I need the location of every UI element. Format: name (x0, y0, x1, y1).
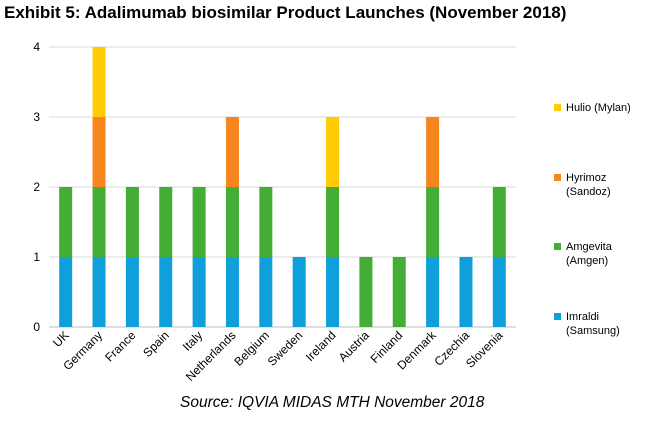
x-tick-label: Ireland (303, 328, 339, 364)
bar-segment (192, 257, 206, 327)
legend-label: Amgevita (566, 241, 613, 253)
bar-segment (459, 257, 473, 327)
legend-label: (Amgen) (566, 255, 608, 267)
bar-segment (225, 257, 239, 327)
bar-segment (259, 257, 273, 327)
bar-segment (125, 187, 139, 257)
bar-segment (192, 187, 206, 257)
legend-label: Imraldi (566, 311, 599, 323)
bar-segment (59, 187, 73, 257)
bar-segment (59, 257, 73, 327)
x-tick-label: Italy (180, 328, 205, 353)
x-tick-label: UK (50, 328, 72, 350)
x-tick-label: Spain (140, 328, 172, 360)
bar-segment (225, 187, 239, 257)
y-axis-ticks: 0 1 2 3 4 (33, 40, 40, 334)
bar-segment (426, 257, 440, 327)
bar-segment (225, 117, 239, 187)
legend-label: (Samsung) (566, 325, 620, 337)
x-tick-label: Slovenia (463, 328, 506, 371)
bar-segment (292, 257, 306, 327)
bar-segment (259, 187, 273, 257)
bar-segment (92, 187, 106, 257)
legend-swatch (554, 313, 561, 320)
x-tick-label: Austria (336, 328, 373, 365)
y-tick-label: 2 (33, 180, 40, 194)
bar-segment (492, 187, 506, 257)
bar-segment (426, 117, 440, 187)
bar-segment (326, 187, 340, 257)
bar-segment (426, 187, 440, 257)
y-tick-label: 3 (33, 110, 40, 124)
legend-swatch (554, 174, 561, 181)
y-tick-label: 0 (33, 320, 40, 334)
gridlines (49, 46, 516, 328)
source-note: Source: IQVIA MIDAS MTH November 2018 (180, 394, 485, 411)
y-tick-label: 4 (33, 40, 40, 54)
x-tick-label: Belgium (231, 328, 272, 369)
bar-segment (92, 117, 106, 187)
bar-segment (359, 257, 373, 327)
bar-segment (326, 257, 340, 327)
y-tick-label: 1 (33, 250, 40, 264)
x-tick-label: Sweden (265, 328, 306, 369)
bars (59, 47, 506, 327)
bar-segment (125, 257, 139, 327)
bar-segment (492, 257, 506, 327)
bar-segment (159, 187, 173, 257)
legend-label: Hyrimoz (566, 172, 606, 184)
bar-segment (159, 257, 173, 327)
legend-label: Hulio (Mylan) (566, 102, 631, 114)
legend-swatch (554, 243, 561, 250)
chart-title: Exhibit 5: Adalimumab biosimilar Product… (4, 3, 567, 22)
legend-label: (Sandoz) (566, 186, 611, 198)
legend: Hulio (Mylan) Hyrimoz (Sandoz) Amgevita (Amg… (554, 102, 631, 337)
bar-segment (392, 257, 406, 327)
bar-segment (92, 47, 106, 117)
legend-swatch (554, 104, 561, 111)
bar-segment (326, 117, 340, 187)
bar-segment (92, 257, 106, 327)
x-tick-label: France (102, 328, 139, 365)
